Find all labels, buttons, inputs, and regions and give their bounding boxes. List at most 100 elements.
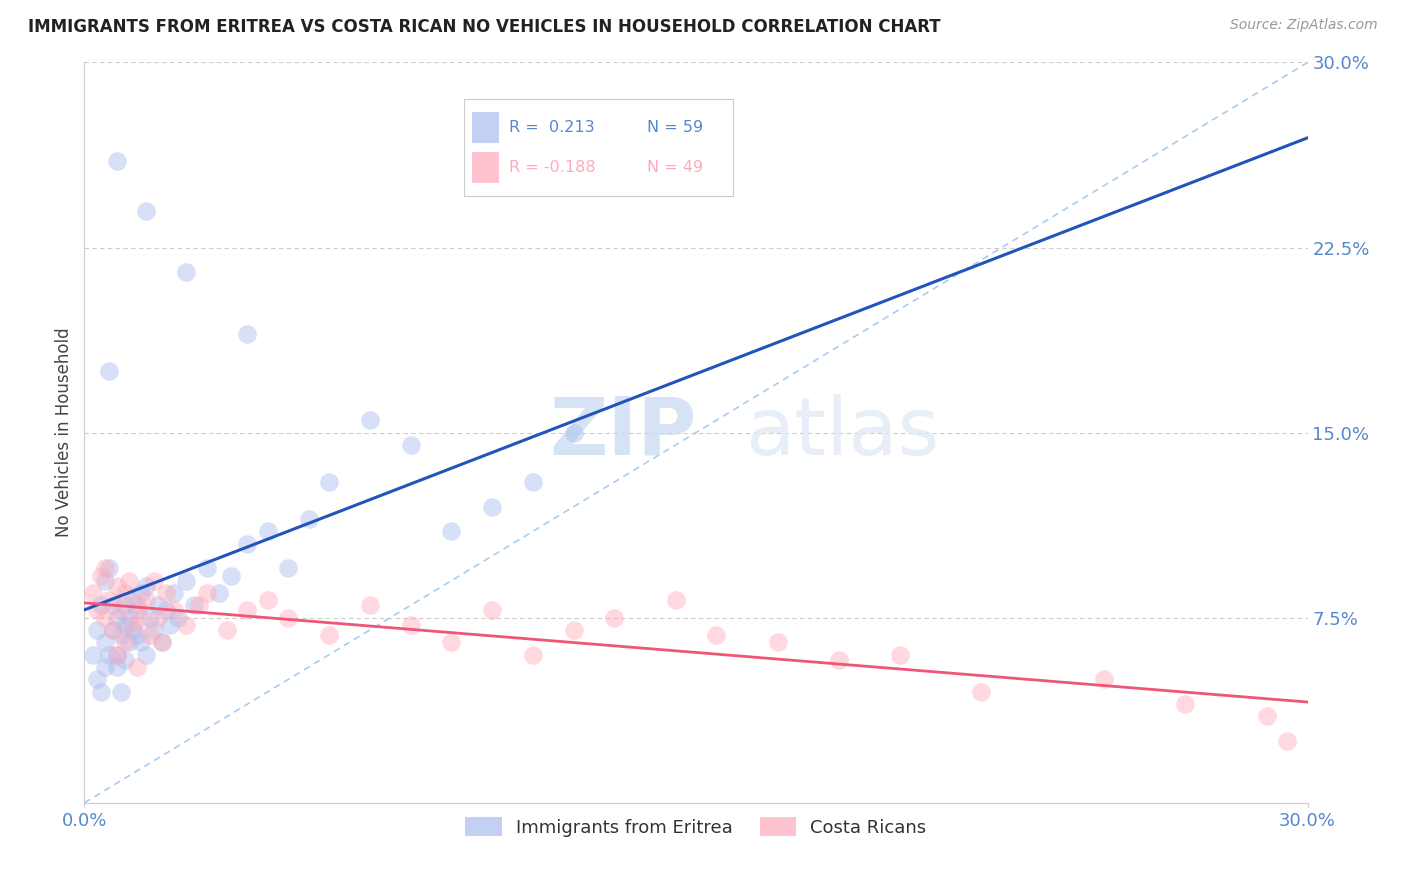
Point bbox=[135, 648, 157, 662]
Point bbox=[174, 574, 197, 588]
Point bbox=[1277, 734, 1299, 748]
Point bbox=[142, 574, 165, 588]
Point bbox=[118, 574, 141, 588]
Point bbox=[114, 618, 136, 632]
Text: IMMIGRANTS FROM ERITREA VS COSTA RICAN NO VEHICLES IN HOUSEHOLD CORRELATION CHAR: IMMIGRANTS FROM ERITREA VS COSTA RICAN N… bbox=[28, 18, 941, 36]
Point bbox=[163, 603, 186, 617]
Point bbox=[93, 635, 115, 649]
Point bbox=[257, 524, 280, 539]
Point bbox=[90, 568, 112, 582]
Point bbox=[97, 648, 120, 662]
Point bbox=[889, 648, 911, 662]
Point bbox=[236, 536, 259, 550]
Point bbox=[105, 579, 128, 593]
Point bbox=[93, 561, 115, 575]
Point bbox=[93, 574, 115, 588]
Point bbox=[127, 603, 149, 617]
Point bbox=[440, 524, 463, 539]
Point bbox=[118, 635, 141, 649]
Point bbox=[86, 623, 108, 637]
Point bbox=[359, 413, 381, 427]
Point bbox=[562, 623, 585, 637]
Point bbox=[110, 603, 132, 617]
Point bbox=[122, 593, 145, 607]
Legend: Immigrants from Eritrea, Costa Ricans: Immigrants from Eritrea, Costa Ricans bbox=[457, 808, 935, 846]
Point bbox=[318, 628, 340, 642]
Point bbox=[150, 635, 173, 649]
Point bbox=[122, 623, 145, 637]
Point bbox=[155, 603, 177, 617]
Point bbox=[110, 685, 132, 699]
Point bbox=[114, 653, 136, 667]
Point bbox=[93, 610, 115, 624]
Point bbox=[522, 475, 544, 489]
Point bbox=[101, 599, 124, 613]
Point bbox=[122, 618, 145, 632]
Point bbox=[131, 610, 153, 624]
Point bbox=[187, 599, 209, 613]
Point bbox=[150, 635, 173, 649]
Point bbox=[127, 660, 149, 674]
Point bbox=[298, 512, 321, 526]
Point bbox=[101, 623, 124, 637]
Point bbox=[236, 326, 259, 341]
Point bbox=[135, 579, 157, 593]
Point bbox=[138, 628, 160, 642]
Point bbox=[86, 673, 108, 687]
Text: ZIP: ZIP bbox=[550, 393, 696, 472]
Point bbox=[277, 610, 299, 624]
Point bbox=[135, 593, 157, 607]
Point bbox=[118, 610, 141, 624]
Point bbox=[562, 425, 585, 440]
Point bbox=[399, 438, 422, 452]
Text: atlas: atlas bbox=[745, 393, 939, 472]
Point bbox=[90, 685, 112, 699]
Point bbox=[105, 648, 128, 662]
Point bbox=[131, 586, 153, 600]
Point bbox=[183, 599, 205, 613]
Point bbox=[105, 648, 128, 662]
Point bbox=[970, 685, 993, 699]
Point bbox=[440, 635, 463, 649]
Point bbox=[167, 610, 190, 624]
Point bbox=[97, 593, 120, 607]
Point bbox=[146, 610, 169, 624]
Point bbox=[159, 618, 181, 632]
Point bbox=[174, 618, 197, 632]
Point bbox=[146, 599, 169, 613]
Point bbox=[114, 599, 136, 613]
Point bbox=[93, 660, 115, 674]
Point bbox=[174, 265, 197, 279]
Point bbox=[1092, 673, 1115, 687]
Point bbox=[399, 618, 422, 632]
Point bbox=[195, 586, 218, 600]
Point bbox=[97, 364, 120, 378]
Point bbox=[163, 586, 186, 600]
Text: Source: ZipAtlas.com: Source: ZipAtlas.com bbox=[1230, 18, 1378, 32]
Point bbox=[127, 599, 149, 613]
Point bbox=[219, 568, 242, 582]
Point bbox=[135, 203, 157, 218]
Point bbox=[105, 660, 128, 674]
Point bbox=[1256, 709, 1278, 723]
Point bbox=[82, 586, 104, 600]
Point bbox=[257, 593, 280, 607]
Point bbox=[481, 500, 503, 514]
Point bbox=[86, 603, 108, 617]
Point bbox=[82, 648, 104, 662]
Point bbox=[236, 603, 259, 617]
Point bbox=[138, 610, 160, 624]
Point bbox=[131, 635, 153, 649]
Point bbox=[481, 603, 503, 617]
Point bbox=[706, 628, 728, 642]
Point bbox=[90, 599, 112, 613]
Point bbox=[105, 610, 128, 624]
Point bbox=[522, 648, 544, 662]
Point bbox=[142, 623, 165, 637]
Point bbox=[114, 586, 136, 600]
Point bbox=[114, 635, 136, 649]
Point bbox=[828, 653, 851, 667]
Point bbox=[277, 561, 299, 575]
Point bbox=[195, 561, 218, 575]
Point bbox=[101, 623, 124, 637]
